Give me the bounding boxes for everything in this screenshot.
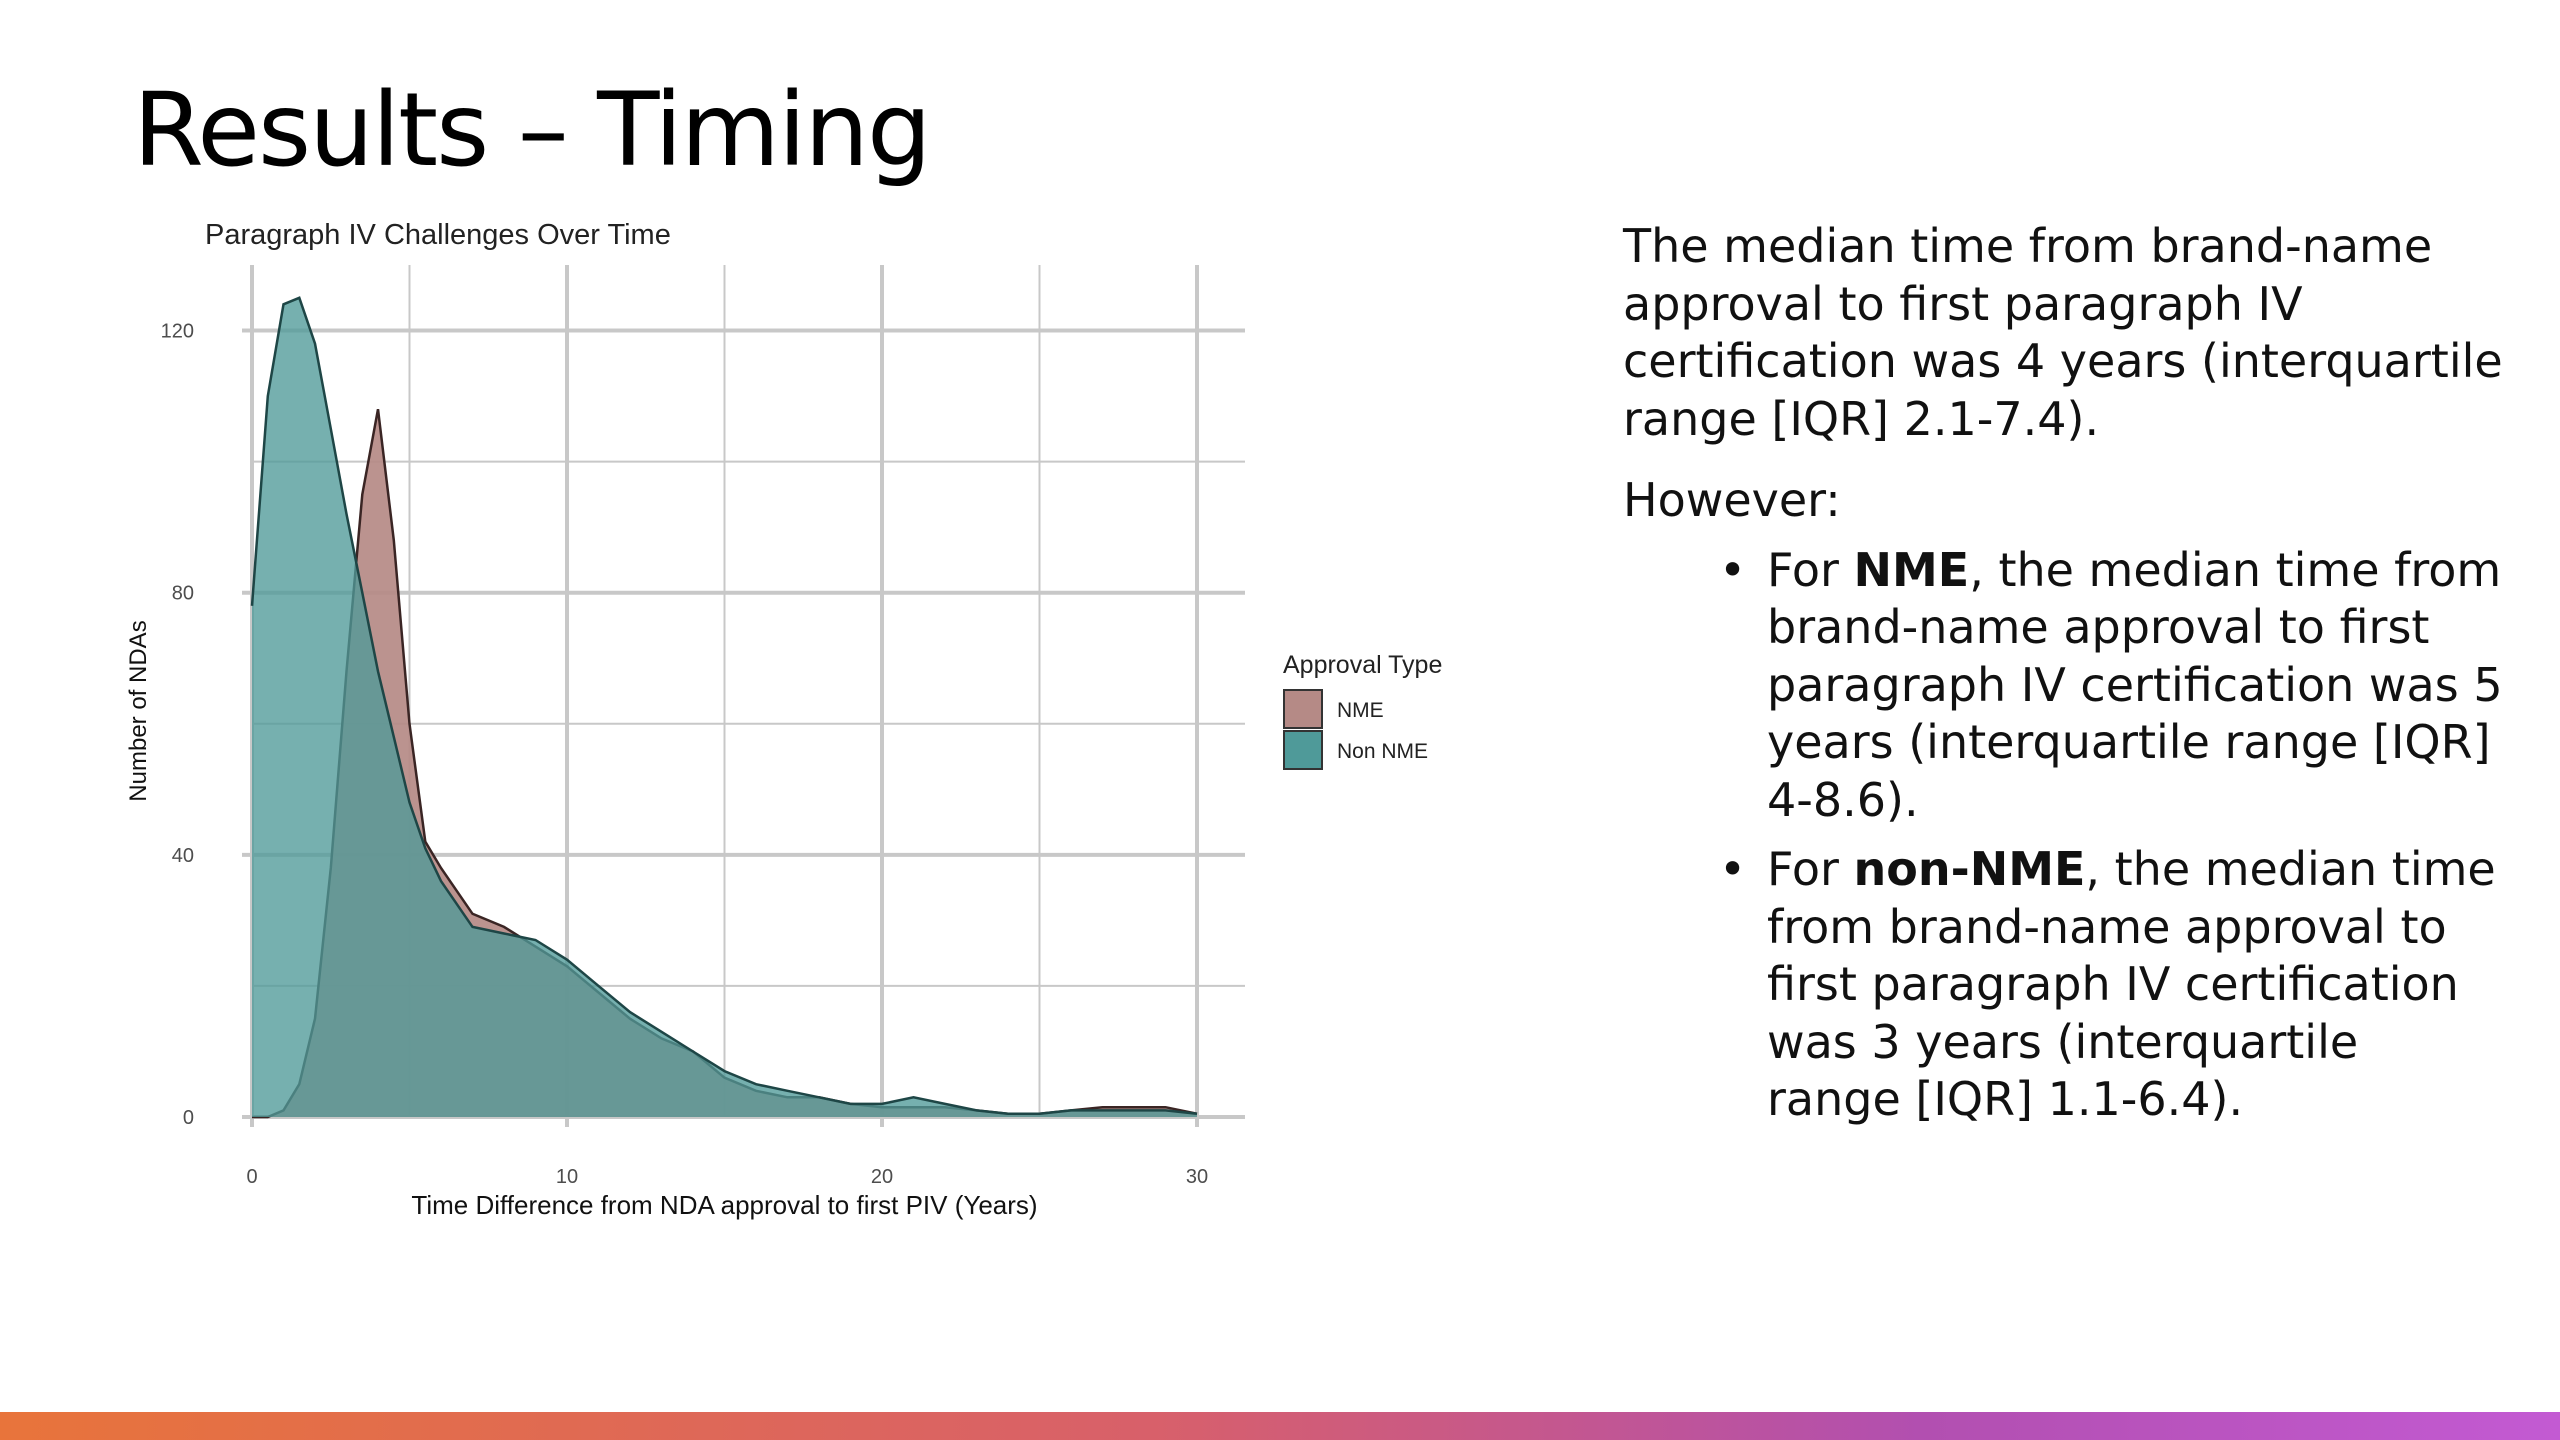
results-text: The median time from brand-name approval… <box>1623 218 2503 1141</box>
x-tick-label: 30 <box>1186 1166 1208 1188</box>
bullet-prefix: For <box>1767 542 1854 597</box>
x-tick-label: 0 <box>246 1166 257 1188</box>
accent-bar <box>0 1412 2560 1440</box>
bullet-body: , the median time from brand-name approv… <box>1767 842 2496 1126</box>
legend-label: NME <box>1337 699 1384 722</box>
bullet-dot: • <box>1719 542 1747 597</box>
slide-title: Results – Timing <box>133 71 932 190</box>
chart-title: Paragraph IV Challenges Over Time <box>205 219 671 251</box>
bullet-body: , the median time from brand-name approv… <box>1767 542 2503 827</box>
list-item: • For non-NME, the median time from bran… <box>1719 841 2503 1129</box>
x-axis-label: Time Difference from NDA approval to fir… <box>411 1190 1037 1220</box>
y-tick-label: 40 <box>172 845 194 867</box>
bullet-prefix: For <box>1767 842 1854 896</box>
intro-paragraph: The median time from brand-name approval… <box>1623 219 2503 446</box>
bullet-keyword: NME <box>1853 542 1970 597</box>
list-item: • For NME, the median time from brand-na… <box>1719 542 2503 830</box>
legend-swatch <box>1283 730 1323 770</box>
y-tick-label: 80 <box>172 583 194 605</box>
density-chart: 0 10 20 30 0 40 80 120 Paragraph IV Challenges O… <box>125 219 1442 1220</box>
however-label: However: <box>1623 473 1841 527</box>
legend-title: Approval Type <box>1283 651 1442 679</box>
bullet-keyword: non-NME <box>1853 842 2086 896</box>
density-line-non-nme <box>250 296 1198 1115</box>
y-tick-label: 120 <box>161 321 194 343</box>
y-axis-label: Number of NDAs <box>125 620 152 801</box>
x-tick-label: 20 <box>871 1166 893 1188</box>
legend-label: Non NME <box>1337 740 1428 763</box>
x-tick-label: 10 <box>556 1166 578 1188</box>
legend-swatch <box>1283 689 1323 729</box>
y-tick-label: 0 <box>183 1107 194 1129</box>
bullet-dot: • <box>1719 842 1747 896</box>
findings-list: • For NME, the median time from brand-na… <box>1623 542 2503 1129</box>
density-area-non-nme <box>252 297 1197 1117</box>
